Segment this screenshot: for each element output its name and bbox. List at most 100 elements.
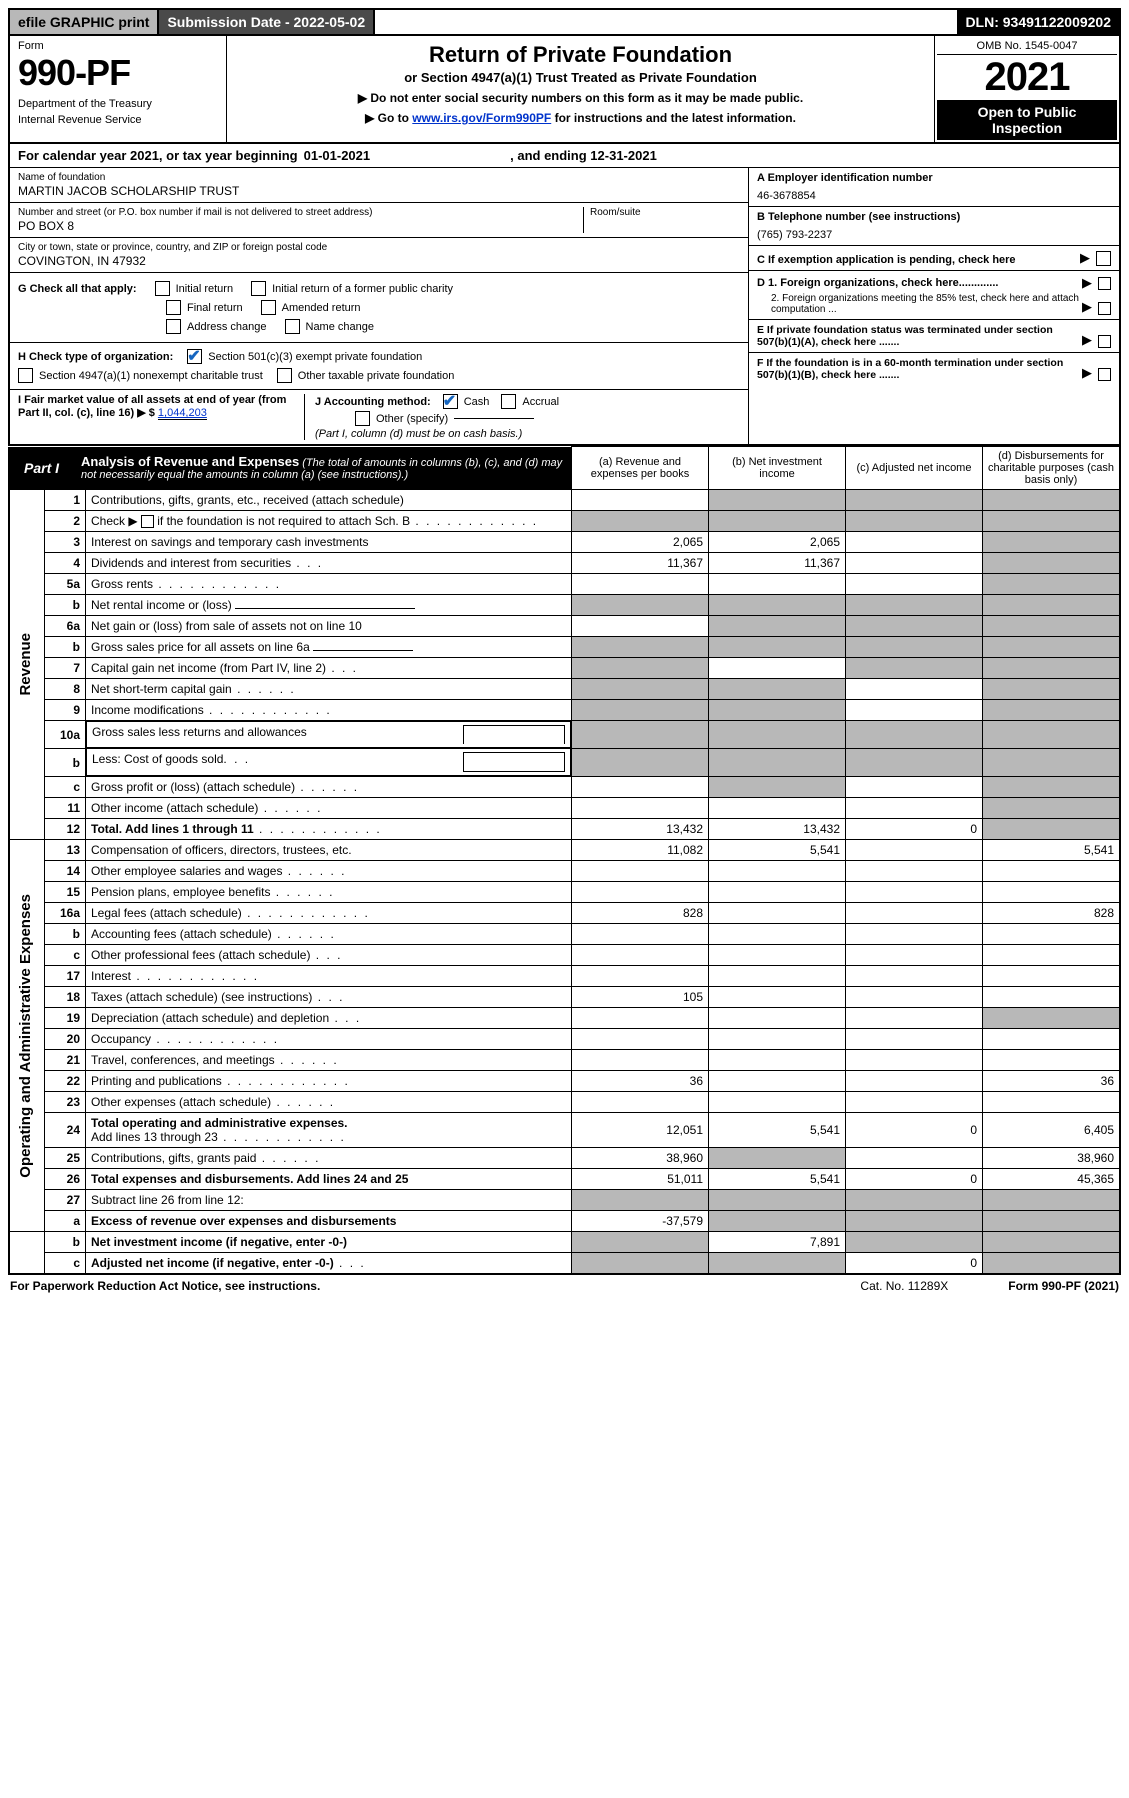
entity-left-col: Name of foundation MARTIN JACOB SCHOLARS… (10, 168, 748, 444)
year-begin: 01-01-2021 (304, 148, 371, 163)
row-23: 23Other expenses (attach schedule) (9, 1092, 1120, 1113)
row-5a: 5aGross rents (9, 574, 1120, 595)
chk-4947a1[interactable] (18, 368, 33, 383)
chk-other-method[interactable] (355, 411, 370, 426)
row-10b: bLess: Cost of goods sold (9, 748, 1120, 777)
instr-no-ssn: ▶ Do not enter social security numbers o… (237, 91, 924, 105)
h-label: H Check type of organization: (18, 351, 173, 363)
form-ref: Form 990-PF (2021) (1008, 1279, 1119, 1293)
j-note: (Part I, column (d) must be on cash basi… (315, 428, 740, 440)
submission-date: Submission Date - 2022-05-02 (159, 10, 375, 34)
dept-treasury: Department of the Treasury (18, 98, 218, 110)
chk-accrual[interactable] (501, 394, 516, 409)
c-cell: C If exemption application is pending, c… (749, 246, 1119, 271)
chk-other-taxable[interactable] (277, 368, 292, 383)
chk-85pct[interactable] (1098, 302, 1111, 315)
d-cell: D 1. Foreign organizations, check here..… (749, 271, 1119, 320)
ein-cell: A Employer identification number 46-3678… (749, 168, 1119, 207)
form990pf-link[interactable]: www.irs.gov/Form990PF (412, 111, 551, 125)
fmv-value[interactable]: 1,044,203 (158, 407, 207, 420)
chk-no-schb[interactable] (141, 515, 154, 528)
row-6a: 6aNet gain or (loss) from sale of assets… (9, 616, 1120, 637)
row-6b: bGross sales price for all assets on lin… (9, 637, 1120, 658)
chk-final-return[interactable] (166, 300, 181, 315)
city-state-zip: COVINGTON, IN 47932 (18, 254, 740, 268)
chk-507b1b[interactable] (1098, 368, 1111, 381)
chk-507b1a[interactable] (1098, 335, 1111, 348)
part1-table: Part I Analysis of Revenue and Expenses … (8, 446, 1121, 1275)
year-end: 12-31-2021 (590, 148, 657, 163)
calendar-year-line: For calendar year 2021, or tax year begi… (8, 144, 1121, 168)
form-title: Return of Private Foundation (237, 42, 924, 68)
year-block: OMB No. 1545-0047 2021 Open to Public In… (934, 36, 1119, 142)
open-inspection: Open to Public Inspection (937, 100, 1117, 140)
row-16c: cOther professional fees (attach schedul… (9, 945, 1120, 966)
row-27a: aExcess of revenue over expenses and dis… (9, 1211, 1120, 1232)
part1-tab: Part I (10, 450, 73, 485)
h-check-cell: H Check type of organization: Section 50… (10, 343, 748, 390)
chk-501c3[interactable] (187, 349, 202, 364)
dln: DLN: 93491122009202 (957, 10, 1119, 34)
row-19: 19Depreciation (attach schedule) and dep… (9, 1008, 1120, 1029)
title-block: Return of Private Foundation or Section … (227, 36, 934, 142)
j-label: J Accounting method: (315, 396, 431, 408)
chk-cash[interactable] (443, 394, 458, 409)
tax-year: 2021 (937, 55, 1117, 100)
row-7: 7Capital gain net income (from Part IV, … (9, 658, 1120, 679)
instr-goto: ▶ Go to www.irs.gov/Form990PF for instru… (237, 111, 924, 125)
chk-name-change[interactable] (285, 319, 300, 334)
form-header: Form 990-PF Department of the Treasury I… (8, 36, 1121, 144)
row-15: 15Pension plans, employee benefits (9, 882, 1120, 903)
phone-value: (765) 793-2237 (757, 229, 1111, 241)
col-d-hdr: (d) Disbursements for charitable purpose… (983, 447, 1121, 490)
revenue-rotate: Revenue (9, 490, 45, 840)
foundation-name: MARTIN JACOB SCHOLARSHIP TRUST (18, 184, 740, 198)
row-17: 17Interest (9, 966, 1120, 987)
row-16a: 16aLegal fees (attach schedule)828828 (9, 903, 1120, 924)
row-25: 25Contributions, gifts, grants paid38,96… (9, 1148, 1120, 1169)
form-number: 990-PF (18, 52, 218, 94)
i-j-cell: I Fair market value of all assets at end… (10, 390, 748, 444)
form-id-block: Form 990-PF Department of the Treasury I… (10, 36, 227, 142)
form-subtitle: or Section 4947(a)(1) Trust Treated as P… (237, 70, 924, 85)
row-27c: cAdjusted net income (if negative, enter… (9, 1253, 1120, 1275)
form-label: Form (18, 40, 218, 52)
part1-header-row: Part I Analysis of Revenue and Expenses … (9, 447, 1120, 490)
row-27: 27Subtract line 26 from line 12: (9, 1190, 1120, 1211)
ein-value: 46-3678854 (757, 190, 1111, 202)
row-13: Operating and Administrative Expenses 13… (9, 840, 1120, 861)
col-b-hdr: (b) Net investment income (709, 447, 846, 490)
chk-foreign-org[interactable] (1098, 277, 1111, 290)
chk-initial-former[interactable] (251, 281, 266, 296)
cat-no: Cat. No. 11289X (860, 1279, 948, 1293)
row-21: 21Travel, conferences, and meetings (9, 1050, 1120, 1071)
address: PO BOX 8 (18, 219, 583, 233)
row-10c: cGross profit or (loss) (attach schedule… (9, 777, 1120, 798)
row-22: 22Printing and publications3636 (9, 1071, 1120, 1092)
row-8: 8Net short-term capital gain (9, 679, 1120, 700)
row-4: 4Dividends and interest from securities … (9, 553, 1120, 574)
row-16b: bAccounting fees (attach schedule) (9, 924, 1120, 945)
row-27b: bNet investment income (if negative, ent… (9, 1232, 1120, 1253)
row-2: 2 Check ▶ if the foundation is not requi… (9, 511, 1120, 532)
omb-number: OMB No. 1545-0047 (937, 38, 1117, 55)
chk-address-change[interactable] (166, 319, 181, 334)
spacer (375, 10, 957, 34)
row-10a: 10aGross sales less returns and allowanc… (9, 721, 1120, 749)
top-bar: efile GRAPHIC print Submission Date - 20… (8, 8, 1121, 36)
page-footer: For Paperwork Reduction Act Notice, see … (8, 1275, 1121, 1297)
row-5b: bNet rental income or (loss) (9, 595, 1120, 616)
row-24: 24Total operating and administrative exp… (9, 1113, 1120, 1148)
chk-initial-return[interactable] (155, 281, 170, 296)
expenses-rotate: Operating and Administrative Expenses (9, 840, 45, 1232)
row-9: 9Income modifications (9, 700, 1120, 721)
name-cell: Name of foundation MARTIN JACOB SCHOLARS… (10, 168, 748, 203)
room-label: Room/suite (590, 207, 740, 218)
address-cell: Number and street (or P.O. box number if… (10, 203, 748, 238)
phone-cell: B Telephone number (see instructions) (7… (749, 207, 1119, 246)
chk-exemption-pending[interactable] (1096, 251, 1111, 266)
efile-label[interactable]: efile GRAPHIC print (10, 10, 159, 34)
row-18: 18Taxes (attach schedule) (see instructi… (9, 987, 1120, 1008)
chk-amended-return[interactable] (261, 300, 276, 315)
g-label: G Check all that apply: (18, 283, 137, 295)
